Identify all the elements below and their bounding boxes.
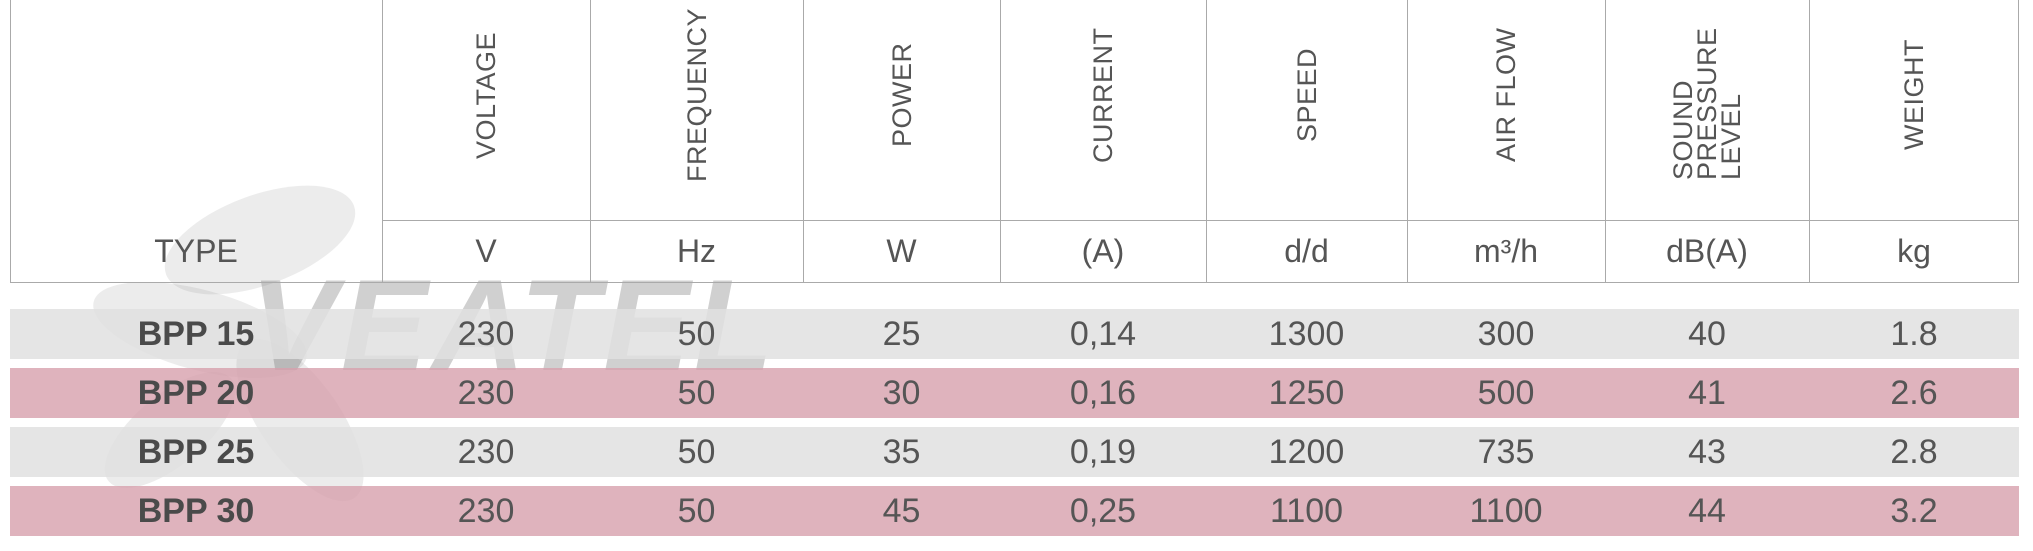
value-cell: 50: [677, 373, 716, 412]
column-label: SPEED: [1291, 47, 1322, 143]
column-divider: [803, 0, 804, 283]
value-cell: 0,14: [1069, 314, 1137, 353]
value-cell: 1.8: [1890, 314, 1938, 353]
value-cell: 50: [677, 491, 716, 530]
type-cell: BPP 25: [137, 432, 255, 471]
value-cell: 41: [1688, 373, 1726, 412]
column-label: VOLTAGE: [471, 31, 501, 159]
value-cell: 230: [457, 432, 515, 471]
value-cell: 0,25: [1069, 491, 1137, 530]
row-background: [10, 427, 2019, 477]
type-cell: BPP 15: [137, 314, 255, 353]
value-cell: 45: [882, 491, 921, 530]
value-cell: 735: [1477, 432, 1535, 471]
column-divider: [382, 0, 383, 283]
row-background: [10, 309, 2019, 359]
value-cell: 1300: [1268, 314, 1345, 353]
column-label: FREQUENCY: [681, 7, 712, 182]
row-background: [10, 368, 2019, 418]
row-background: [10, 486, 2019, 536]
value-cell: 2.8: [1890, 432, 1938, 471]
column-label: CURRENT: [1088, 27, 1118, 163]
value-cell: 230: [457, 314, 515, 353]
value-cell: 43: [1688, 432, 1726, 471]
value-cell: 40: [1688, 314, 1726, 353]
value-cell: 300: [1477, 314, 1535, 353]
column-divider: [1809, 0, 1810, 283]
value-cell: 1250: [1268, 373, 1345, 412]
type-cell: BPP 20: [137, 373, 255, 412]
type-cell: BPP 30: [137, 491, 255, 530]
column-unit: m³/h: [1474, 233, 1538, 269]
column-label: WEIGHT: [1899, 39, 1929, 151]
header-frame: [10, 0, 2019, 283]
column-unit: (A): [1081, 233, 1125, 269]
value-cell: 500: [1477, 373, 1535, 412]
value-cell: 44: [1688, 491, 1726, 530]
value-cell: 25: [882, 314, 921, 353]
value-cell: 0,16: [1069, 373, 1137, 412]
value-cell: 230: [457, 373, 515, 412]
column-unit: V: [475, 233, 497, 269]
column-divider: [1605, 0, 1606, 283]
value-cell: 1100: [1469, 491, 1543, 530]
value-cell: 2.6: [1890, 373, 1938, 412]
value-cell: 35: [882, 432, 921, 471]
column-unit: W: [886, 233, 917, 269]
value-cell: 1200: [1268, 432, 1345, 471]
column-divider: [590, 0, 591, 283]
column-label: AIR FLOW: [1491, 27, 1521, 163]
type-header: TYPE: [154, 233, 238, 269]
column-divider: [1000, 0, 1001, 283]
value-cell: 230: [457, 491, 515, 530]
value-cell: 50: [677, 314, 716, 353]
column-label: POWER: [886, 42, 917, 148]
column-unit: dB(A): [1666, 233, 1748, 269]
column-unit: kg: [1897, 233, 1931, 269]
column-divider: [1206, 0, 1207, 283]
column-divider: [1407, 0, 1408, 283]
value-cell: 3.2: [1890, 491, 1938, 530]
column-unit: d/d: [1284, 233, 1329, 269]
header-divider: [382, 220, 2019, 221]
column-label: SOUND PRESSURE LEVEL: [1668, 27, 1746, 180]
value-cell: 30: [882, 373, 921, 412]
value-cell: 1100: [1269, 491, 1344, 530]
column-unit: Hz: [676, 233, 717, 269]
value-cell: 0,19: [1069, 432, 1137, 471]
value-cell: 50: [677, 432, 716, 471]
